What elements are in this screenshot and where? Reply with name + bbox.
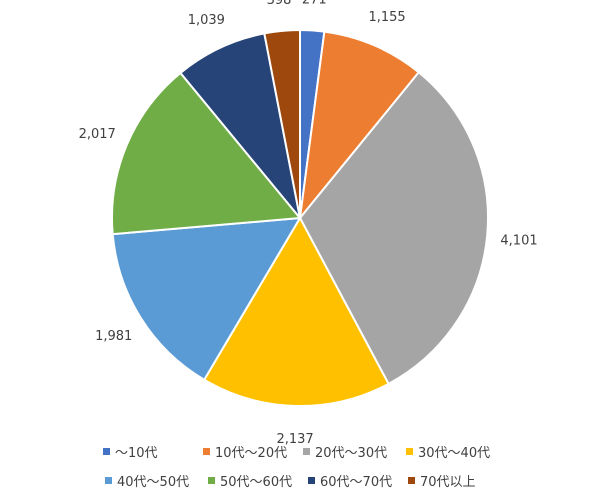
legend: ～10代 10代～20代 20代～30代 30代～40代 40代～50代 50代～60代 6… [103, 446, 490, 490]
legend-swatch-slice-3 [303, 448, 310, 455]
legend-label-slice-4: 30代～40代 [418, 446, 490, 461]
legend-label-slice-7: 60代～70代 [320, 475, 392, 490]
pie-slice-2 [298, 30, 421, 222]
pie-slice-4 [202, 215, 390, 407]
pie-slice-5 [111, 216, 302, 382]
legend-label-slice-5: 40代～50代 [117, 475, 189, 490]
data-label-slice-4: 2,137 [276, 432, 313, 447]
data-label-slice-1: 271 [302, 0, 327, 8]
data-label-slice-2: 1,155 [368, 10, 405, 25]
legend-swatch-slice-4 [406, 448, 413, 455]
pie-slice-6 [111, 71, 302, 236]
pie-slice-8 [263, 28, 301, 219]
legend-label-slice-2: 10代～20代 [215, 446, 287, 461]
legend-label-slice-3: 20代～30代 [315, 446, 387, 461]
legend-swatch-slice-6 [208, 477, 215, 484]
legend-swatch-slice-5 [105, 477, 112, 484]
data-label-slice-8: 398 [267, 0, 292, 8]
data-label-slice-6: 2,017 [79, 127, 116, 142]
data-label-slice-5: 1,981 [95, 329, 132, 344]
pie-slices [111, 28, 489, 407]
legend-swatch-slice-1 [103, 448, 110, 455]
data-label-slice-7: 1,039 [188, 13, 225, 28]
data-label-slice-3: 4,101 [500, 233, 537, 248]
legend-label-slice-8: 70代以上 [420, 475, 476, 490]
data-labels: 271 1,155 4,101 2,137 1,981 2,017 1,039 398 [79, 0, 538, 447]
legend-swatch-slice-7 [308, 477, 315, 484]
legend-swatch-slice-2 [203, 448, 210, 455]
legend-swatch-slice-8 [408, 477, 415, 484]
legend-label-slice-1: ～10代 [115, 446, 158, 461]
legend-label-slice-6: 50代～60代 [220, 475, 292, 490]
pie-slice-7 [179, 32, 301, 219]
